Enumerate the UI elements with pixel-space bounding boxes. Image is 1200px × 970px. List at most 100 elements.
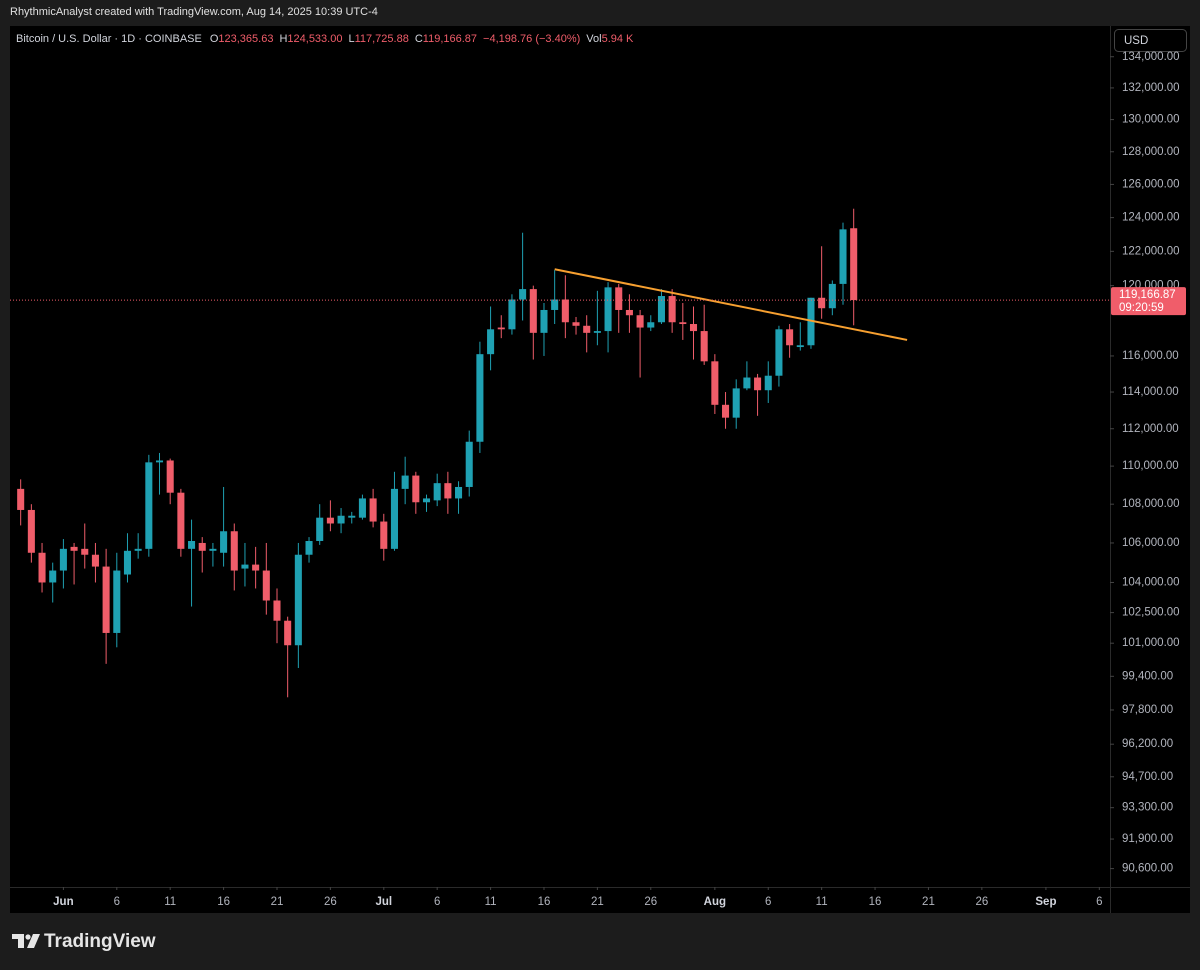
candle-body (775, 329, 783, 376)
candle-body (561, 299, 569, 323)
candle-body (188, 541, 196, 549)
candle-body (540, 309, 548, 333)
ohlc-label: C (414, 33, 423, 45)
x-tick-label: 21 (271, 896, 284, 908)
y-tick-label: 91,900.00 (1122, 833, 1173, 845)
y-tick-label: 124,000.00 (1122, 212, 1180, 224)
volume: 5.94 K (601, 33, 634, 45)
x-tick-label: 6 (434, 896, 440, 908)
candle-body (604, 287, 612, 332)
attribution: RhythmicAnalyst created with TradingView… (10, 6, 378, 18)
logo-shape (25, 934, 31, 940)
x-tick-label: 16 (538, 896, 551, 908)
plot-area (10, 208, 1110, 698)
x-tick-label: 11 (816, 896, 828, 908)
ohlc-value: 117,725.88 (354, 33, 409, 45)
candle-body (155, 460, 164, 463)
change: −4,198.76 (−3.40%) (483, 33, 581, 45)
y-tick-label: 112,000.00 (1122, 423, 1179, 435)
candle-body (422, 498, 431, 503)
symbol-title: Bitcoin / U.S. Dollar · 1D · COINBASE (16, 33, 202, 45)
candle-body (786, 329, 794, 346)
candle-body (497, 327, 505, 330)
candle-body (27, 509, 35, 553)
y-tick-label: 126,000.00 (1122, 178, 1180, 190)
candle-body (401, 475, 409, 489)
candle-body (476, 354, 484, 442)
candle-body (262, 570, 270, 601)
chart-pane (10, 26, 1110, 913)
y-tick-label: 130,000.00 (1122, 114, 1180, 126)
x-tick-label: Sep (1035, 896, 1056, 908)
candle-body (252, 564, 260, 571)
x-tick-label: 6 (1096, 896, 1102, 908)
candle-body (722, 404, 730, 418)
candle-body (59, 548, 67, 571)
x-tick-label: 21 (922, 896, 935, 908)
y-tick-label: 101,000.00 (1122, 637, 1180, 649)
candle-body (593, 331, 601, 333)
candle-body (743, 377, 751, 389)
y-tick-label: 97,800.00 (1122, 704, 1173, 716)
y-tick-label: 96,200.00 (1122, 738, 1173, 750)
candle-body (444, 483, 452, 499)
candle-body (209, 548, 217, 551)
candle-body (828, 283, 836, 309)
ohlc-label: O (209, 33, 219, 45)
y-tick-label: 116,000.00 (1122, 350, 1179, 362)
y-tick-label: 93,300.00 (1122, 802, 1173, 814)
x-tick-label: Jul (375, 896, 392, 908)
x-tick-label: 11 (164, 896, 176, 908)
y-tick-label: 104,000.00 (1122, 577, 1180, 589)
candle-body (134, 548, 142, 551)
y-tick-label: 114,000.00 (1122, 386, 1179, 398)
candle-body (764, 375, 772, 391)
candle-body (177, 492, 185, 549)
candle-body (647, 322, 655, 328)
y-tick-label: 132,000.00 (1122, 82, 1180, 94)
candle-body (679, 322, 687, 325)
candle-body (850, 228, 858, 301)
candle-body (572, 322, 580, 326)
candle-body (796, 345, 804, 348)
candle-body (316, 517, 324, 542)
candle-body (17, 488, 25, 510)
candle-body (284, 620, 292, 646)
x-tick-label: 11 (485, 896, 497, 908)
last-price-box (1111, 287, 1186, 316)
y-tick-label: 108,000.00 (1122, 498, 1180, 510)
candle-body (390, 488, 398, 549)
candle-body (754, 377, 762, 391)
candle-body (348, 515, 356, 518)
y-tick-label: 134,000.00 (1122, 51, 1180, 63)
logo-shape (27, 934, 40, 948)
y-tick-label: 94,700.00 (1122, 771, 1173, 783)
x-tick-label: 26 (324, 896, 337, 908)
candle-body (508, 299, 516, 330)
x-tick-label: Jun (53, 896, 73, 908)
candle-body (487, 329, 495, 355)
trendline (554, 268, 908, 341)
candle-body (615, 287, 623, 310)
candle-body (102, 566, 110, 633)
candle-body (732, 388, 740, 418)
candle-body (337, 515, 345, 524)
candle-body (220, 531, 228, 553)
countdown: 09:20:59 (1119, 302, 1164, 314)
candle-body (689, 324, 698, 332)
x-tick-label: Aug (704, 896, 726, 908)
y-tick-label: 122,000.00 (1122, 245, 1180, 257)
logo-shape (12, 934, 24, 948)
logo-icon (12, 934, 40, 948)
logo-text: TradingView (44, 931, 156, 952)
candle-body (241, 564, 249, 569)
ohlc-value: 119,166.87 (422, 33, 478, 45)
candle-body (700, 331, 708, 362)
last-price-label: 119,166.87 (1119, 289, 1176, 301)
ohlc-label: H (279, 33, 288, 45)
price-axis-pane (1111, 26, 1190, 913)
y-tick-label: 99,400.00 (1122, 670, 1173, 682)
x-tick-label: 16 (217, 896, 230, 908)
